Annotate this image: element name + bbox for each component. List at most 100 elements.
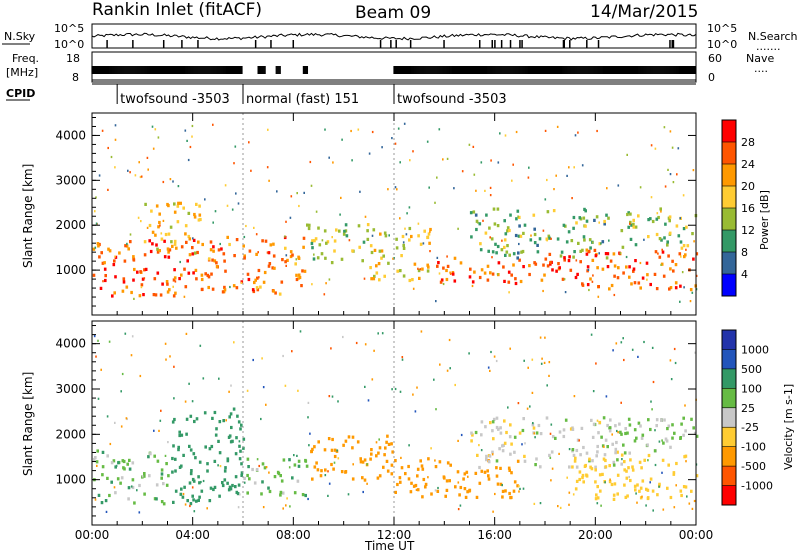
echo-noise-cell [518,484,520,488]
echo-cell [173,210,177,214]
echo-cell [192,271,195,275]
echo-cell [195,202,198,206]
echo-noise-cell [661,248,663,251]
echo-cell [246,491,249,495]
echo-cell [192,498,195,502]
echo-cell [261,480,264,484]
echo-noise-cell [324,128,326,131]
echo-noise-cell [399,161,401,164]
echo-cell [410,481,413,485]
echo-cell [575,479,579,483]
echo-cell [549,260,552,265]
echo-noise-cell [628,475,630,479]
echo-noise-cell [575,259,578,262]
echo-cell [267,486,270,490]
echo-noise-cell [625,255,628,259]
echo-noise-cell [604,481,606,484]
echo-cell [608,426,611,430]
echo-cell [548,236,551,240]
echo-cell [469,211,473,215]
echo-cell [308,223,311,227]
echo-noise-cell [234,145,237,148]
echo-cell [494,242,497,246]
echo-cell [118,251,121,255]
echo-cell [100,501,104,505]
echo-cell [663,236,666,240]
echo-cell [132,258,136,262]
echo-cell [668,219,671,223]
echo-noise-cell [551,467,554,470]
echo-cell [479,248,483,252]
y-tick-label: 3000 [55,382,86,396]
echo-cell [483,470,487,474]
colorbar-tick-label: 24 [741,158,755,171]
echo-cell [125,244,129,248]
echo-noise-cell [592,390,595,393]
echo-cell [167,250,170,254]
echo-cell [361,259,364,263]
echo-noise-cell [284,235,286,238]
echo-cell [158,212,161,216]
echo-noise-cell [265,403,267,406]
echo-cell [159,293,163,297]
echo-noise-cell [377,332,379,335]
echo-cell [547,234,551,238]
echo-noise-cell [412,393,414,396]
echo-cell [311,477,314,481]
echo-cell [184,285,188,289]
echo-cell [172,278,176,282]
echo-cell [584,463,587,468]
echo-cell [498,447,501,451]
echo-cell [207,275,211,279]
echo-noise-cell [179,260,181,264]
echo-cell [410,234,413,239]
echo-noise-cell [268,471,270,474]
echo-noise-cell [102,280,104,283]
echo-cell [672,269,675,273]
echo-cell [377,451,380,455]
echo-noise-cell [467,475,469,478]
echo-cell [218,451,222,455]
echo-noise-cell [282,507,284,510]
colorbar-tick-label: 1000 [741,343,769,356]
echo-noise-cell [609,478,611,481]
echo-noise-cell [392,257,394,260]
echo-cell [540,278,544,282]
echo-cell [295,273,298,277]
echo-cell [657,215,660,220]
echo-cell [513,435,517,439]
echo-noise-cell [679,217,681,220]
echo-noise-cell [657,252,659,255]
echo-cell [324,468,327,472]
echo-noise-cell [285,254,288,257]
echo-cell [97,244,100,248]
echo-cell [304,459,308,463]
echo-noise-cell [204,198,206,201]
echo-noise-cell [299,330,302,333]
echo-noise-cell [517,402,520,405]
echo-noise-cell [129,171,131,174]
echo-noise-cell [289,505,291,508]
echo-cell [516,256,519,260]
echo-noise-cell [404,227,406,230]
echo-cell [141,277,145,281]
echo-cell [108,249,112,253]
echo-cell [291,476,294,480]
echo-cell [596,266,599,270]
echo-noise-cell [446,157,449,160]
echo-noise-cell [183,295,186,298]
echo-cell [215,261,218,265]
echo-cell [480,433,483,437]
echo-cell [240,462,243,466]
echo-cell [210,272,213,276]
echo-cell [545,237,549,241]
echo-cell [139,270,142,274]
echo-cell [429,227,432,232]
echo-noise-cell [406,212,408,215]
echo-noise-cell [114,166,116,169]
echo-cell [519,279,523,284]
echo-noise-cell [214,210,217,213]
colorbar-tick-label: 20 [741,180,755,193]
echo-cell [177,448,180,452]
echo-noise-cell [140,286,143,289]
